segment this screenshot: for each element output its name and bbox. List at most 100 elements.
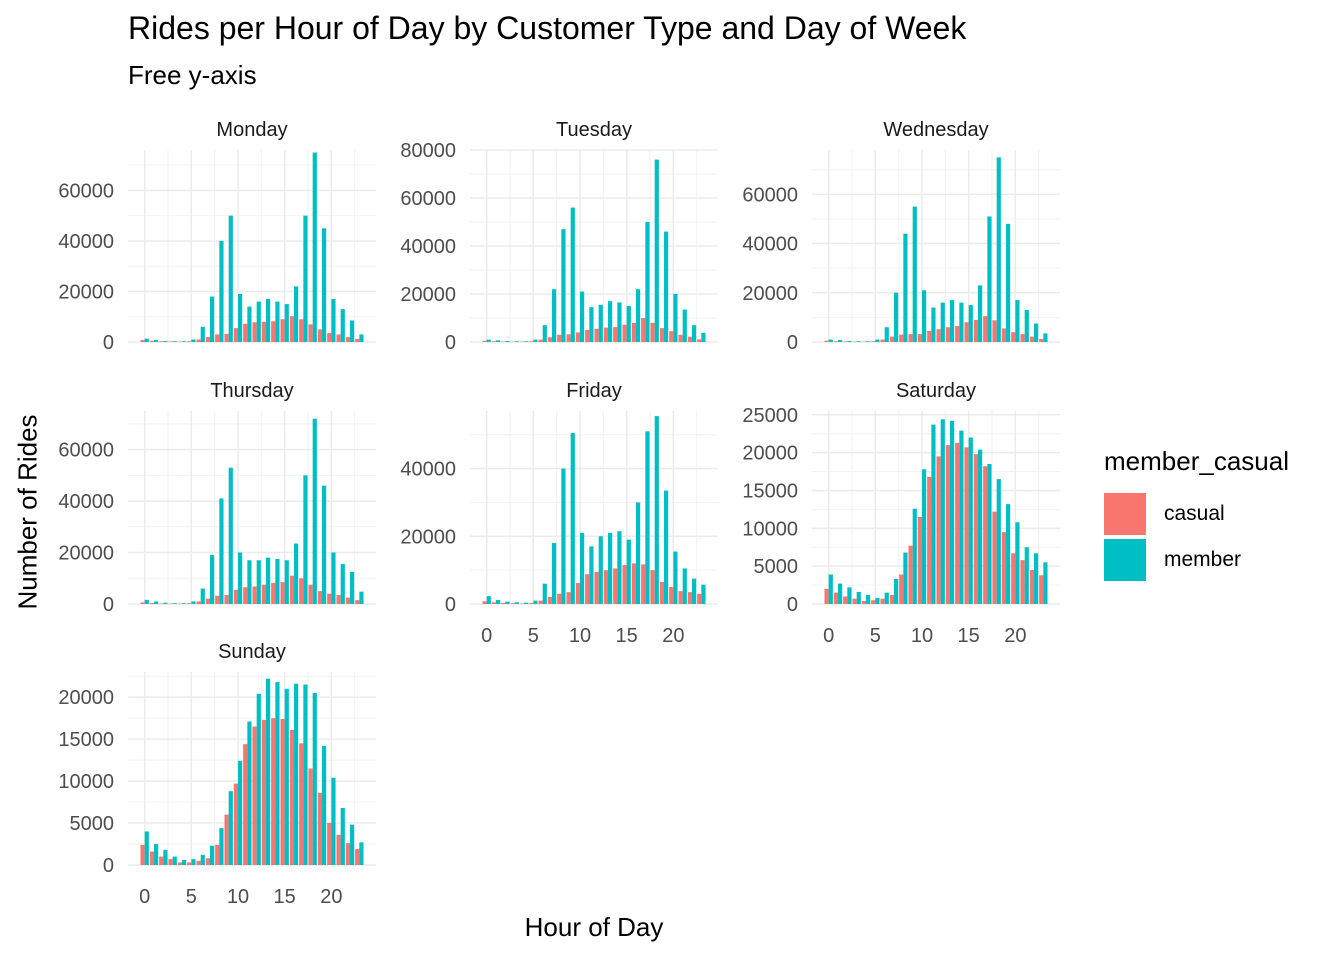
bar-monday-member-h10: [238, 294, 243, 342]
bar-thursday-member-h1: [154, 601, 159, 604]
bar-tuesday-casual-h18: [650, 322, 655, 342]
bar-monday-member-h16: [294, 286, 299, 342]
bar-friday-member-h20: [673, 551, 678, 604]
bar-monday-casual-h13: [261, 321, 266, 342]
bar-thursday-member-h5: [191, 601, 196, 604]
bar-friday-casual-h0: [482, 601, 487, 604]
bar-thursday-casual-h11: [243, 587, 248, 604]
bar-monday-casual-h5: [187, 341, 192, 342]
bar-wednesday-casual-h12: [936, 329, 941, 342]
y-tick-label-tuesday: 80000: [400, 140, 456, 162]
bar-wednesday-casual-h11: [927, 330, 932, 342]
facet-title-tuesday: Tuesday: [556, 119, 632, 141]
bar-sunday-casual-h13: [261, 719, 266, 865]
bar-sunday-member-h15: [284, 688, 289, 865]
bar-tuesday-casual-h7: [547, 337, 552, 342]
y-tick-label-saturday: 5000: [754, 556, 799, 578]
bar-friday-member-h0: [486, 596, 491, 604]
bar-saturday-member-h3: [856, 591, 861, 604]
facet-wednesday: Wednesday 0 20000 40000 60000: [742, 119, 1060, 354]
bar-friday-casual-h14: [613, 568, 618, 604]
bar-saturday-member-h22: [1034, 553, 1039, 604]
bar-friday-member-h5: [533, 600, 538, 604]
bar-saturday-member-h23: [1043, 562, 1048, 604]
bar-saturday-member-h13: [950, 420, 955, 604]
y-tick-label-wednesday: 60000: [742, 184, 798, 206]
bar-thursday-casual-h14: [271, 582, 276, 604]
bar-wednesday-casual-h23: [1039, 339, 1044, 342]
bar-friday-member-h23: [701, 584, 706, 604]
bar-thursday-casual-h10: [233, 589, 238, 604]
bar-tuesday-casual-h1: [491, 341, 496, 342]
bar-wednesday-casual-h7: [889, 336, 894, 342]
bar-thursday-member-h0: [144, 599, 149, 604]
bar-wednesday-member-h19: [1006, 223, 1011, 342]
bar-saturday-member-h0: [828, 574, 833, 604]
bar-sunday-casual-h9: [224, 814, 229, 865]
bar-saturday-casual-h1: [833, 592, 838, 604]
y-tick-label-monday: 0: [103, 332, 114, 354]
bar-wednesday-member-h20: [1015, 300, 1020, 342]
bar-saturday-member-h17: [987, 463, 992, 604]
bar-tuesday-casual-h5: [529, 341, 534, 342]
bar-friday-member-h21: [682, 568, 687, 604]
bar-wednesday-casual-h19: [1001, 328, 1006, 342]
bar-saturday-casual-h18: [992, 511, 997, 604]
bar-saturday-member-h8: [903, 552, 908, 604]
bar-thursday-casual-h8: [215, 595, 220, 604]
bar-wednesday-member-h23: [1043, 333, 1048, 342]
bar-saturday-casual-h6: [880, 598, 885, 604]
bar-thursday-member-h19: [322, 485, 327, 604]
bar-tuesday-member-h12: [598, 304, 603, 342]
bar-tuesday-member-h8: [561, 229, 566, 342]
facet-title-sunday: Sunday: [218, 641, 286, 663]
legend-item-casual: casual: [1104, 491, 1289, 537]
bar-saturday-casual-h5: [871, 600, 876, 604]
bar-sunday-casual-h19: [317, 792, 322, 865]
bar-tuesday-casual-h15: [622, 324, 627, 342]
bar-monday-member-h12: [256, 301, 261, 342]
bar-sunday-casual-h3: [168, 859, 173, 865]
bar-tuesday-casual-h21: [678, 334, 683, 342]
x-tick-label-sunday: 10: [227, 886, 249, 908]
bar-sunday-member-h5: [191, 859, 196, 865]
bar-tuesday-member-h17: [645, 222, 650, 342]
bar-thursday-member-h17: [303, 475, 308, 604]
facet-monday: Monday 0 20000 40000 60000: [58, 119, 376, 354]
bar-friday-member-h6: [542, 583, 547, 604]
bar-thursday-member-h16: [294, 543, 299, 604]
facet-friday: Friday 0 20000 40000 0 5 10 15 20: [400, 380, 718, 647]
bar-friday-member-h14: [617, 531, 622, 604]
bar-wednesday-member-h11: [931, 307, 936, 342]
facet-saturday: Saturday 0 5000 10000 15000 20000 25000 0 5 10 15 2…: [742, 380, 1060, 647]
bar-sunday-casual-h14: [271, 718, 276, 865]
legend-title: member_casual: [1104, 446, 1289, 476]
bar-tuesday-member-h20: [673, 294, 678, 342]
bar-saturday-casual-h4: [861, 600, 866, 604]
bar-wednesday-member-h9: [912, 206, 917, 342]
y-tick-label-saturday: 20000: [742, 443, 798, 465]
bar-sunday-member-h22: [350, 824, 355, 865]
facet-title-wednesday: Wednesday: [883, 119, 988, 141]
bar-friday-member-h9: [570, 433, 575, 604]
bar-sunday-casual-h20: [327, 823, 332, 865]
bar-wednesday-member-h3: [856, 341, 861, 342]
bar-monday-casual-h21: [336, 334, 341, 342]
bar-sunday-member-h13: [266, 678, 271, 865]
bar-saturday-casual-h10: [917, 516, 922, 604]
y-tick-label-saturday: 0: [787, 594, 798, 616]
x-tick-label-friday: 5: [528, 625, 539, 647]
y-tick-label-tuesday: 0: [445, 332, 456, 354]
bar-thursday-casual-h22: [345, 597, 350, 604]
bar-sunday-member-h14: [275, 682, 280, 865]
facet-thursday: Thursday 0 20000 40000 60000: [58, 380, 376, 616]
bar-saturday-casual-h17: [983, 466, 988, 604]
bar-saturday-member-h15: [968, 437, 973, 604]
x-tick-label-saturday: 10: [911, 625, 933, 647]
y-axis-label: Number of Rides: [12, 414, 43, 610]
bar-friday-casual-h23: [697, 593, 702, 604]
chart-subtitle: Free y-axis: [128, 60, 257, 90]
bar-sunday-casual-h17: [299, 743, 304, 865]
bar-thursday-casual-h21: [336, 594, 341, 604]
bar-monday-casual-h7: [205, 336, 210, 342]
